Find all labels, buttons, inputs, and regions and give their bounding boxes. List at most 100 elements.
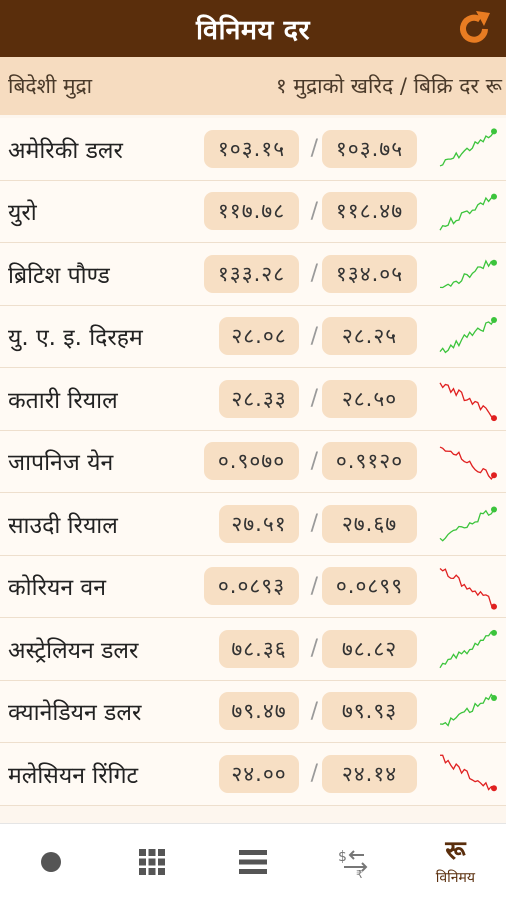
trend-up-sparkline	[439, 128, 497, 167]
sparkline-path	[439, 754, 495, 791]
refresh-icon	[460, 11, 490, 43]
currency-name: साउदी रियाल	[8, 512, 118, 539]
nav-menu-button[interactable]	[202, 824, 303, 900]
rate-separator: /	[310, 323, 318, 349]
sell-rate: ०.९१२०	[322, 442, 417, 481]
menu-icon	[239, 850, 267, 874]
sell-rate: ७८.८२	[322, 629, 417, 668]
sell-rate: २८.५०	[322, 379, 417, 418]
sparkline-end-dot	[491, 317, 497, 324]
currency-name: अमेरिकी डलर	[8, 137, 123, 164]
sparkline-end-dot	[491, 414, 497, 421]
sell-rate: २४.१४	[322, 754, 417, 793]
sparkline-path	[439, 259, 495, 288]
rate-separator: /	[310, 511, 318, 537]
buy-rate: २८.३३	[219, 379, 299, 418]
rate-row[interactable]: जापनिज येन ०.९०७० /०.९१२०	[0, 430, 506, 493]
currency-name: युरो	[8, 200, 37, 227]
rate-separator: /	[310, 386, 318, 412]
currency-name: ब्रिटिश पौण्ड	[8, 262, 110, 289]
rate-row[interactable]: मलेसियन रिंगिट २४.०० /२४.१४	[0, 743, 506, 806]
trend-up-sparkline	[439, 629, 497, 668]
sparkline-path	[439, 630, 495, 668]
sell-rate: १३४.०५	[322, 254, 417, 293]
rate-separator: /	[310, 573, 318, 599]
currency-name: कोरियन वन	[8, 575, 106, 602]
sparkline-end-dot	[491, 472, 497, 479]
sell-rate: ११८.४७	[322, 192, 417, 231]
currency-name: क्यानेडियन डलर	[8, 700, 142, 727]
svg-text:$: $	[338, 849, 347, 865]
rate-row[interactable]: अस्ट्रेलियन डलर ७८.३६ /७८.८२	[0, 618, 506, 681]
convert-icon: $ ₹	[338, 849, 368, 879]
trend-down-sparkline	[439, 754, 497, 791]
sell-rate: २७.६७	[322, 504, 417, 543]
currency-name: कतारी रियाल	[8, 387, 118, 414]
svg-text:₹: ₹	[356, 868, 363, 879]
nav-convert-button[interactable]: $ ₹	[304, 824, 405, 900]
currency-name: यु. ए. इ. दिरहम	[8, 325, 143, 352]
nav-grid-button[interactable]	[101, 824, 202, 900]
trend-down-sparkline	[439, 446, 497, 481]
rate-row[interactable]: अमेरिकी डलर १०३.१५ /१०३.७५	[0, 118, 506, 181]
sparkline-end-dot	[491, 784, 497, 791]
sparkline-path	[439, 508, 495, 542]
rate-row[interactable]: यु. ए. इ. दिरहम २८.०८ /२८.२५	[0, 305, 506, 368]
nav-dot-button[interactable]	[0, 824, 101, 900]
rate-separator: /	[310, 136, 318, 162]
currency-name: जापनिज येन	[8, 450, 114, 477]
rate-row[interactable]: साउदी रियाल २७.५१ /२७.६७	[0, 493, 506, 556]
sparkline-end-dot	[491, 128, 497, 135]
rate-separator: /	[310, 761, 318, 787]
sparkline-path	[439, 319, 495, 354]
header-currency-label: बिदेशी मुद्रा	[8, 74, 93, 98]
rate-separator: /	[310, 636, 318, 662]
sparkline-end-dot	[491, 193, 497, 200]
page-title: विनिमय दर	[195, 15, 311, 46]
trend-down-sparkline	[439, 568, 497, 610]
sparkline-end-dot	[491, 259, 497, 266]
sell-rate: ०.०८९९	[322, 567, 417, 606]
rate-row[interactable]: युरो ११७.७८ /११८.४७	[0, 180, 506, 243]
trend-up-sparkline	[439, 193, 497, 231]
buy-rate: ११७.७८	[204, 192, 299, 231]
sparkline-path	[439, 382, 495, 419]
buy-rate: ७८.३६	[219, 629, 299, 668]
column-header: बिदेशी मुद्रा १ मुद्राको खरिद / बिक्रि द…	[0, 57, 506, 115]
buy-rate: २७.५१	[219, 504, 299, 543]
buy-rate: २८.०८	[219, 317, 299, 356]
app-bar: विनिमय दर	[0, 0, 506, 57]
rate-separator: /	[310, 198, 318, 224]
grid-icon	[138, 849, 165, 875]
sparkline-path	[439, 130, 495, 167]
nav-exchange-label: विनिमय	[435, 869, 476, 886]
rate-separator: /	[310, 261, 318, 287]
sparkline-end-dot	[491, 603, 497, 610]
buy-rate: २४.००	[219, 754, 299, 793]
bottom-nav: $ ₹ रू विनिमय	[0, 823, 506, 900]
rate-row[interactable]: ब्रिटिश पौण्ड १३३.२८ /१३४.०५	[0, 243, 506, 306]
sell-rate: ७९.९३	[322, 692, 417, 731]
rate-row[interactable]: कतारी रियाल २८.३३ /२८.५०	[0, 368, 506, 431]
buy-rate: ७९.४७	[219, 692, 299, 731]
rupee-icon: रू	[445, 835, 466, 866]
currency-name: अस्ट्रेलियन डलर	[8, 637, 139, 664]
sparkline-path	[439, 693, 495, 727]
refresh-button[interactable]	[452, 7, 496, 51]
currency-name: मलेसियन रिंगिट	[8, 762, 139, 789]
nav-exchange-button[interactable]: रू विनिमय	[405, 824, 506, 900]
trend-down-sparkline	[439, 382, 497, 421]
trend-up-sparkline	[439, 693, 497, 727]
sell-rate: १०३.७५	[322, 129, 417, 168]
buy-rate: ०.९०७०	[204, 442, 299, 481]
rate-row[interactable]: क्यानेडियन डलर ७९.४७ /७९.९३	[0, 680, 506, 743]
buy-rate: ०.०८९३	[204, 567, 299, 606]
rate-row[interactable]: कोरियन वन ०.०८९३ /०.०८९९	[0, 555, 506, 618]
rate-separator: /	[310, 448, 318, 474]
buy-rate: १०३.१५	[204, 129, 299, 168]
rates-list[interactable]: अमेरिकी डलर १०३.१५/१०३.७५ युरो ११७.७८/११८.४…	[0, 118, 506, 823]
trend-up-sparkline	[439, 317, 497, 354]
trend-up-sparkline	[439, 506, 497, 542]
trend-up-sparkline	[439, 259, 497, 288]
header-rate-label: १ मुद्राको खरिद / बिक्रि दर रू	[275, 74, 502, 98]
